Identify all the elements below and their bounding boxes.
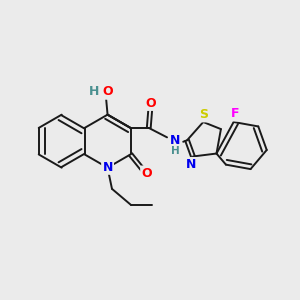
Text: H: H bbox=[171, 146, 180, 157]
Text: N: N bbox=[102, 160, 113, 174]
Text: S: S bbox=[199, 108, 208, 121]
Text: O: O bbox=[141, 167, 152, 180]
Text: F: F bbox=[231, 107, 239, 120]
Text: N: N bbox=[170, 134, 181, 147]
Text: H: H bbox=[88, 85, 99, 98]
Text: O: O bbox=[145, 97, 156, 110]
Text: O: O bbox=[102, 85, 113, 98]
Text: N: N bbox=[186, 158, 197, 171]
